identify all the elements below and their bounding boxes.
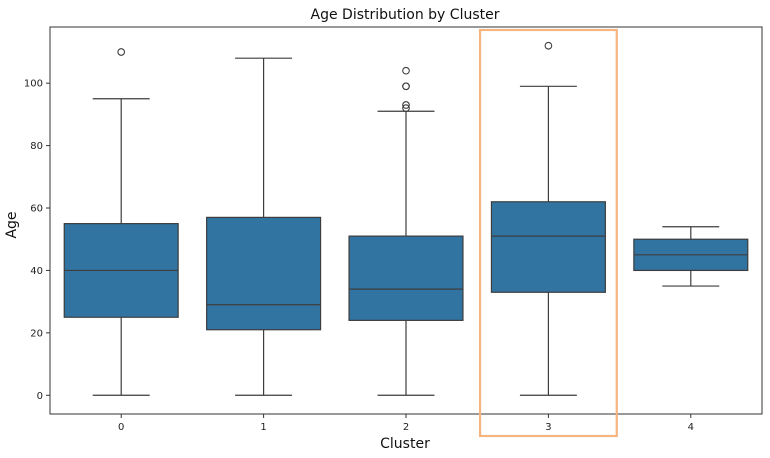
y-tick-label: 80: [30, 141, 43, 152]
x-tick-label: 0: [118, 422, 124, 433]
outlier-point: [402, 82, 410, 91]
y-tick-label: 20: [30, 328, 43, 339]
y-tick-label: 0: [37, 391, 43, 402]
x-tick-label: 4: [688, 422, 694, 433]
x-tick-label: 3: [545, 422, 551, 433]
box-iqr: [206, 216, 322, 331]
chart-title: Age Distribution by Cluster: [311, 7, 500, 23]
outlier-point: [402, 104, 410, 112]
x-tick-label: 1: [260, 422, 266, 433]
x-axis-title: Cluster: [380, 436, 430, 452]
y-tick-label: 100: [24, 79, 43, 90]
y-tick-label: 60: [30, 204, 43, 215]
outlier-point: [402, 66, 410, 75]
y-axis-title: Age: [4, 211, 20, 238]
box-iqr: [490, 201, 606, 293]
outlier-point: [117, 48, 126, 56]
plot-area: 0 20 40 60 80 100 0 1 2 3 4: [24, 26, 763, 438]
y-tick-label: 40: [30, 266, 43, 277]
x-tick-label: 2: [403, 422, 409, 433]
highlight-box: [478, 28, 618, 438]
box-iqr: [348, 235, 464, 321]
outlier-point: [402, 101, 410, 109]
outlier-point: [544, 41, 553, 50]
